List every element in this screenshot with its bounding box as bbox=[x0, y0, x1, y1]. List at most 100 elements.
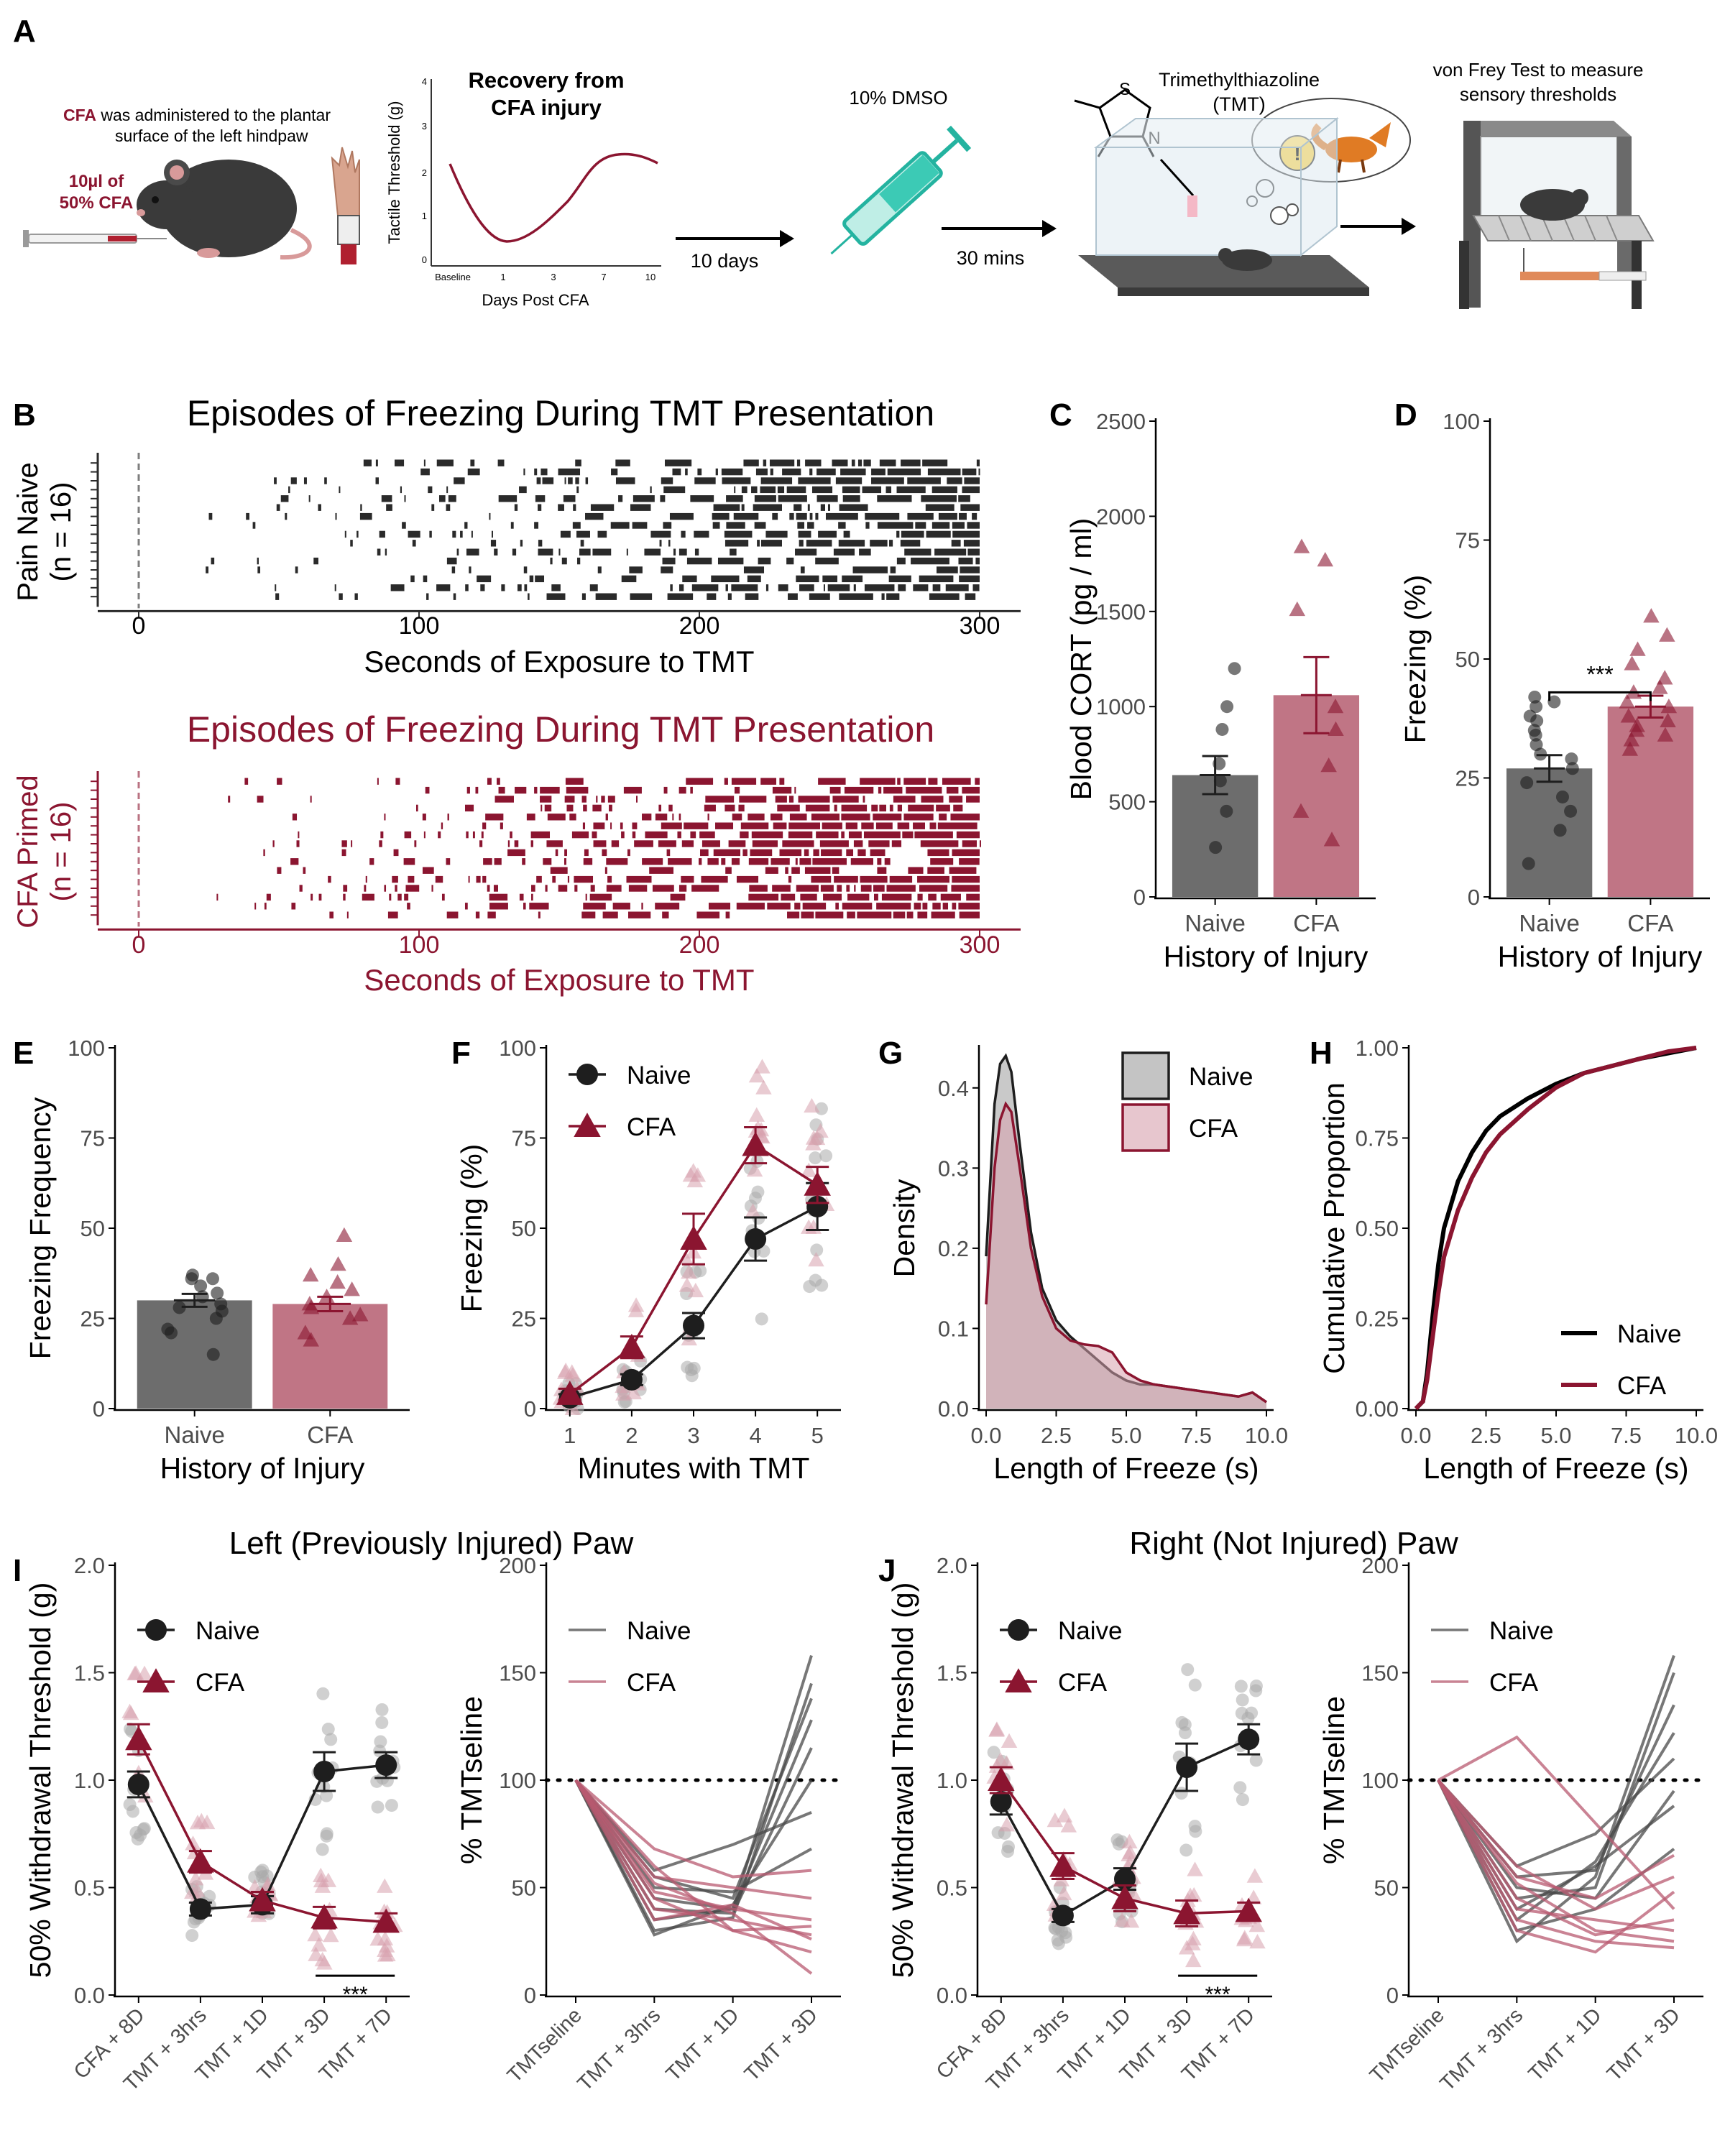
panel-letter-g: G bbox=[878, 1036, 903, 1071]
data-point-circle bbox=[373, 1744, 387, 1758]
inset-ytick: 4 bbox=[422, 76, 427, 87]
freeze-episode bbox=[611, 840, 620, 847]
freeze-episode bbox=[883, 786, 903, 794]
freeze-episode bbox=[857, 849, 866, 857]
legend-swatch bbox=[1121, 1051, 1170, 1100]
freeze-episode bbox=[745, 593, 759, 600]
freeze-episode bbox=[881, 893, 912, 901]
y-tick-label: 0.5 bbox=[74, 1876, 105, 1901]
freeze-episode bbox=[743, 459, 759, 466]
legend-label: CFA bbox=[627, 1669, 676, 1697]
freeze-episode bbox=[863, 459, 871, 466]
freeze-episode bbox=[913, 822, 925, 829]
freeze-episode bbox=[341, 849, 346, 857]
data-point-triangle bbox=[1113, 1912, 1131, 1927]
y-tick-label: 0 bbox=[524, 1983, 536, 2008]
freeze-episode bbox=[629, 566, 643, 573]
freeze-episode bbox=[573, 504, 576, 511]
data-point-triangle bbox=[1249, 1934, 1266, 1949]
freeze-episode bbox=[628, 885, 648, 892]
freeze-episode bbox=[936, 804, 950, 812]
x-tick-label: TMT + 3D bbox=[1603, 2004, 1685, 2086]
freeze-episode bbox=[426, 593, 429, 600]
freeze-episode bbox=[931, 911, 955, 918]
freeze-episode bbox=[962, 840, 977, 847]
freeze-episode bbox=[644, 548, 661, 556]
data-point-triangle bbox=[185, 1835, 201, 1851]
freeze-episode bbox=[446, 486, 448, 494]
freeze-episode bbox=[438, 495, 446, 502]
freeze-episode bbox=[512, 548, 517, 556]
freeze-episode bbox=[877, 858, 882, 865]
y-tick-label: 0.5 bbox=[937, 1876, 967, 1901]
freeze-episode bbox=[839, 593, 873, 600]
y-tick-label: 1.0 bbox=[937, 1768, 967, 1793]
legend-label: CFA bbox=[1617, 1372, 1667, 1400]
y-tick-label: 100 bbox=[1443, 409, 1480, 434]
freeze-episode bbox=[805, 804, 830, 812]
data-point-triangle bbox=[310, 1904, 338, 1929]
freeze-episode bbox=[798, 477, 831, 484]
freeze-episode bbox=[962, 468, 977, 476]
data-point-triangle bbox=[812, 1123, 829, 1138]
freeze-episode bbox=[691, 885, 719, 892]
freeze-episode bbox=[900, 540, 921, 547]
freeze-episode bbox=[708, 903, 731, 910]
inset-xtick: 3 bbox=[551, 272, 556, 282]
freeze-episode bbox=[494, 858, 502, 865]
freeze-episode bbox=[280, 495, 289, 502]
freeze-episode bbox=[897, 804, 903, 812]
data-point-circle bbox=[1189, 1825, 1202, 1838]
freeze-episode bbox=[216, 893, 218, 901]
freeze-episode bbox=[848, 831, 862, 839]
x-tick-label: TMT + 3D bbox=[740, 2004, 822, 2086]
freeze-episode bbox=[501, 584, 505, 591]
freeze-episode bbox=[564, 796, 575, 803]
data-point-triangle bbox=[680, 1225, 707, 1250]
freeze-episode bbox=[569, 814, 576, 821]
freeze-episode bbox=[748, 893, 779, 901]
freeze-episode bbox=[589, 584, 598, 591]
freeze-episode bbox=[452, 530, 456, 538]
freeze-episode bbox=[932, 903, 941, 910]
data-point-circle bbox=[185, 1929, 199, 1943]
freeze-episode bbox=[779, 849, 802, 857]
freeze-episode bbox=[343, 893, 346, 901]
legend-label: CFA bbox=[1189, 1115, 1238, 1143]
y-tick-label: 0 bbox=[524, 1396, 536, 1422]
x-tick-label: 2.5 bbox=[1041, 1423, 1072, 1448]
data-point-triangle bbox=[1317, 552, 1334, 567]
subject-line-naive bbox=[574, 1779, 813, 1937]
freeze-episode bbox=[908, 804, 934, 812]
cfa-admin-text-rest: was administered to the plantar bbox=[96, 106, 331, 124]
freeze-episode bbox=[668, 804, 673, 812]
freeze-episode bbox=[903, 778, 926, 785]
data-point-circle bbox=[321, 1723, 335, 1736]
tmt-atom-s: S bbox=[1119, 80, 1131, 99]
data-point-triangle bbox=[310, 1937, 327, 1952]
freeze-episode bbox=[841, 831, 845, 839]
von-frey-label-1: von Frey Test to measure bbox=[1433, 59, 1644, 80]
freeze-episode bbox=[630, 504, 651, 511]
y-axis-title: 50% Withdrawal Threshold (g) bbox=[886, 1583, 919, 1978]
freeze-episode bbox=[670, 893, 686, 901]
data-point-circle bbox=[256, 1864, 270, 1877]
freeze-episode bbox=[946, 786, 959, 794]
freeze-episode bbox=[827, 504, 831, 511]
x-tick-label: 0.0 bbox=[1400, 1423, 1431, 1448]
freeze-episode bbox=[343, 885, 348, 892]
raster-xtick: 300 bbox=[960, 931, 1000, 959]
freeze-episode bbox=[542, 477, 554, 484]
y-tick-label: 50 bbox=[512, 1876, 536, 1901]
freeze-episode bbox=[464, 522, 468, 529]
freeze-episode bbox=[901, 459, 921, 466]
freeze-episode bbox=[870, 540, 888, 547]
raster-xlabel-naive: Seconds of Exposure to TMT bbox=[364, 645, 754, 678]
data-point-triangle bbox=[187, 1871, 204, 1886]
freeze-episode bbox=[344, 530, 346, 538]
freeze-episode bbox=[884, 858, 891, 865]
legend-label: Naive bbox=[1058, 1617, 1122, 1645]
freeze-episode bbox=[877, 495, 912, 502]
freeze-episode bbox=[976, 459, 980, 466]
